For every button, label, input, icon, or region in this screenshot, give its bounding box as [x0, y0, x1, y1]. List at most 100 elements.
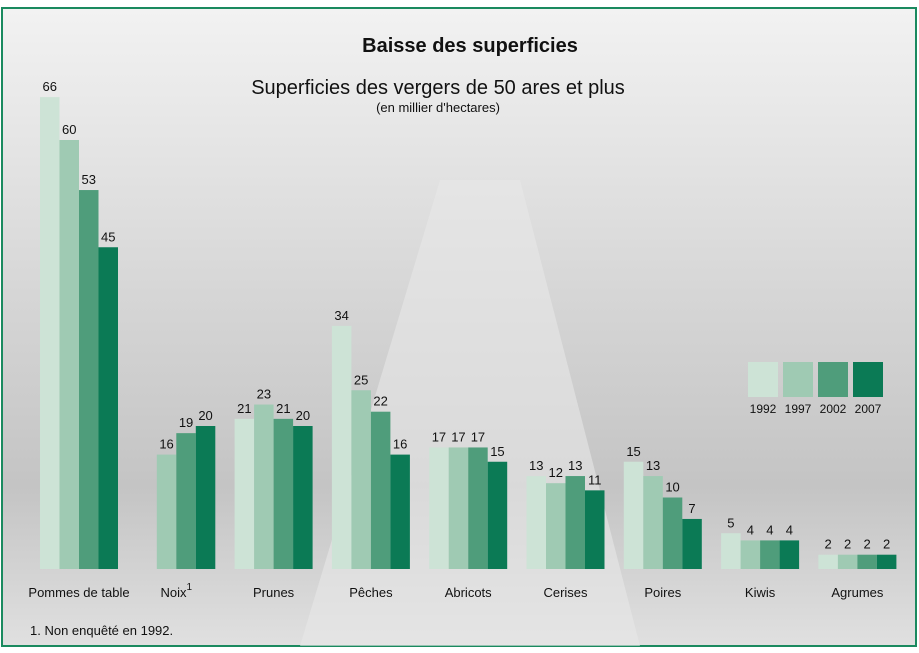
- bar: [721, 533, 741, 569]
- category-name: Noix: [161, 585, 188, 600]
- bar: [429, 447, 449, 569]
- units: (en millier d'hectares): [376, 100, 500, 115]
- chart-subtitle: Superficies des vergers de 50 ares et pl…: [251, 77, 625, 99]
- category-name: Prunes: [253, 585, 295, 600]
- chart: Baisse des superficies Superficies des v…: [0, 0, 919, 648]
- value-label: 17: [471, 429, 485, 444]
- bar: [663, 498, 683, 570]
- bar: [79, 190, 99, 569]
- value-label: 21: [276, 401, 290, 416]
- value-label: 11: [588, 472, 602, 487]
- legend-swatch: [853, 362, 883, 397]
- bar: [254, 405, 274, 569]
- value-label: 10: [665, 480, 679, 495]
- bar: [351, 390, 371, 569]
- legend-label: 2002: [820, 402, 847, 416]
- bar: [818, 555, 838, 569]
- value-label: 12: [549, 465, 563, 480]
- bar: [60, 140, 80, 569]
- category-name: Pommes de table: [28, 585, 129, 600]
- legend-label: 1997: [785, 402, 812, 416]
- bar: [566, 476, 586, 569]
- value-label: 16: [393, 437, 407, 452]
- bar: [877, 555, 897, 569]
- value-label: 15: [490, 444, 504, 459]
- bar: [99, 247, 119, 569]
- value-label: 17: [451, 429, 465, 444]
- bar: [371, 412, 391, 569]
- value-label: 20: [296, 408, 310, 423]
- category-name: Pêches: [349, 585, 393, 600]
- value-label: 60: [62, 122, 76, 137]
- value-label: 45: [101, 229, 115, 244]
- value-label: 53: [82, 172, 96, 187]
- footnote: 1. Non enquêté en 1992.: [30, 623, 173, 638]
- value-label: 2: [844, 537, 851, 552]
- chart-title: Baisse des superficies: [362, 35, 578, 57]
- bar: [741, 540, 761, 569]
- value-label: 23: [257, 387, 271, 402]
- value-label: 20: [198, 408, 212, 423]
- x-tick-label: Poires: [644, 585, 681, 600]
- bar: [40, 97, 60, 569]
- category-name: Agrumes: [831, 585, 884, 600]
- bar: [527, 476, 547, 569]
- bar: [488, 462, 508, 569]
- bar: [585, 490, 605, 569]
- value-label: 13: [568, 458, 582, 473]
- value-label: 4: [747, 522, 754, 537]
- bar: [682, 519, 702, 569]
- bar: [838, 555, 858, 569]
- bar: [293, 426, 313, 569]
- bar: [449, 447, 469, 569]
- legend-swatch: [748, 362, 778, 397]
- bar: [857, 555, 877, 569]
- bar: [780, 540, 800, 569]
- category-note: 1: [187, 582, 193, 593]
- value-label: 13: [529, 458, 543, 473]
- value-label: 7: [688, 501, 695, 516]
- category-name: Kiwis: [745, 585, 776, 600]
- bar: [157, 455, 177, 569]
- bar: [643, 476, 663, 569]
- value-label: 21: [237, 401, 251, 416]
- value-label: 15: [626, 444, 640, 459]
- bar: [235, 419, 255, 569]
- value-label: 13: [646, 458, 660, 473]
- value-label: 2: [825, 537, 832, 552]
- bar: [390, 455, 410, 569]
- bar: [196, 426, 216, 569]
- value-label: 2: [883, 537, 890, 552]
- x-tick-label: Agrumes: [831, 585, 884, 600]
- bar: [624, 462, 644, 569]
- bar: [468, 447, 488, 569]
- legend-swatch: [818, 362, 848, 397]
- value-label: 4: [766, 522, 773, 537]
- legend-swatch: [783, 362, 813, 397]
- value-label: 5: [727, 515, 734, 530]
- bar: [176, 433, 196, 569]
- value-label: 34: [334, 308, 348, 323]
- bar: [274, 419, 294, 569]
- value-label: 16: [159, 437, 173, 452]
- x-tick-label: Pommes de table: [28, 585, 129, 600]
- x-tick-label: Prunes: [253, 585, 295, 600]
- category-name: Cerises: [543, 585, 588, 600]
- legend-label: 2007: [855, 402, 882, 416]
- value-label: 2: [864, 537, 871, 552]
- value-label: 66: [43, 79, 57, 94]
- bar: [332, 326, 352, 569]
- legend-label: 1992: [750, 402, 777, 416]
- value-label: 25: [354, 372, 368, 387]
- x-tick-label: Kiwis: [745, 585, 776, 600]
- value-label: 4: [786, 522, 793, 537]
- category-name: Poires: [644, 585, 681, 600]
- value-label: 17: [432, 429, 446, 444]
- category-name: Abricots: [445, 585, 492, 600]
- bar: [546, 483, 566, 569]
- x-tick-label: Cerises: [543, 585, 588, 600]
- bar: [760, 540, 780, 569]
- x-tick-label: Pêches: [349, 585, 393, 600]
- value-label: 19: [179, 415, 193, 430]
- value-label: 22: [373, 394, 387, 409]
